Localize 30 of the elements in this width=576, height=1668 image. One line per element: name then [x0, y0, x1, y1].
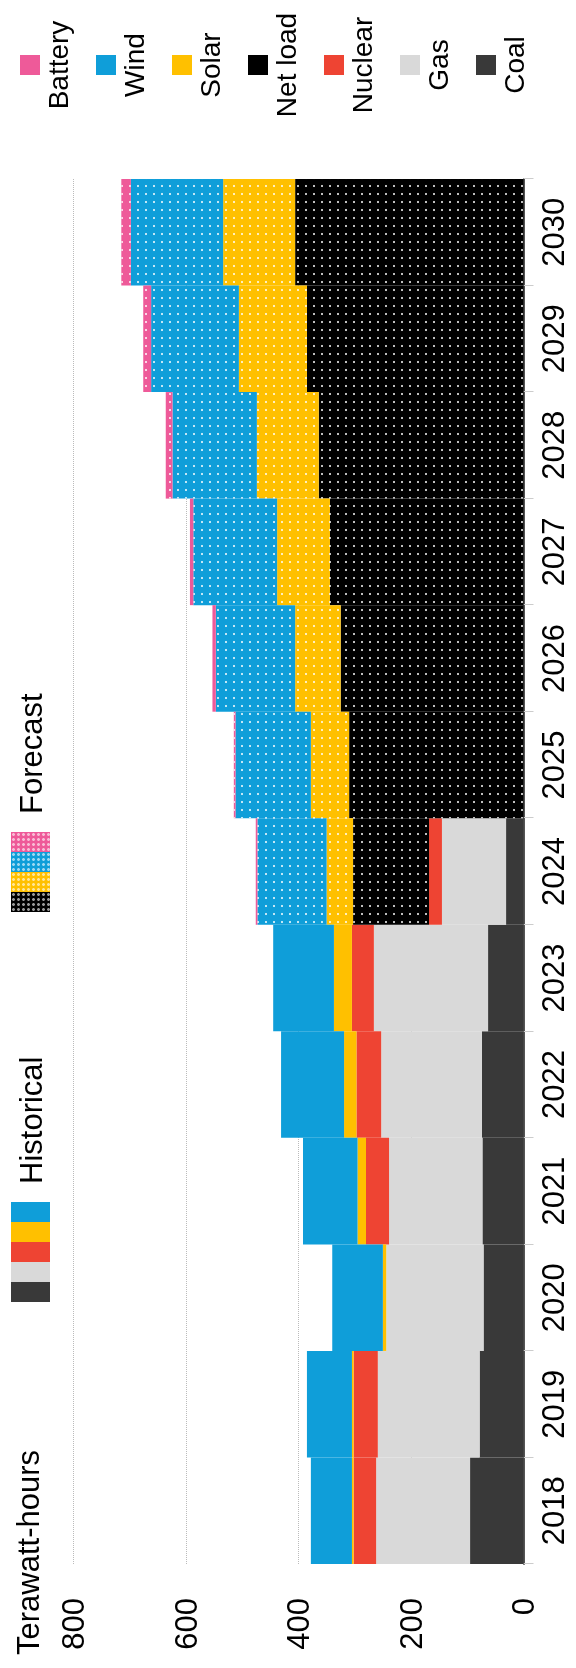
- x-tick-label: 400: [281, 1598, 316, 1650]
- y-tick-label: 2024: [535, 837, 571, 906]
- legend-label: Coal: [499, 36, 531, 94]
- x-tick-label: 800: [56, 1598, 91, 1650]
- text: Terawatt-hours: [11, 1449, 46, 1655]
- legend-label: Nuclear: [347, 16, 379, 114]
- x-tick-label: 600: [168, 1598, 204, 1650]
- bar: [429, 818, 442, 925]
- x-tick-label: 0: [506, 1598, 541, 1616]
- legend-label: Solar: [195, 32, 227, 98]
- y-tick-label: 2018: [535, 1476, 571, 1546]
- legend-label: Gas: [423, 39, 455, 91]
- y-tick-label: 2029: [535, 304, 571, 374]
- y-tick-label: 2022: [535, 1050, 571, 1120]
- y-tick-label: 2027: [535, 517, 571, 587]
- legend-label: Wind: [119, 33, 151, 97]
- y-tick-label: 2030: [535, 197, 571, 267]
- x-tick-label: 200: [393, 1598, 429, 1650]
- text: Forecast: [14, 693, 50, 814]
- y-tick-label: 2021: [535, 1156, 571, 1226]
- text: Historical: [14, 1056, 50, 1184]
- legend-label: Battery: [43, 20, 75, 110]
- y-tick-label: 2028: [535, 410, 571, 480]
- y-tick-label: 2023: [535, 943, 571, 1013]
- y-tick-label: 2020: [535, 1263, 571, 1333]
- bar: [357, 1137, 366, 1245]
- y-tick-label: 2019: [535, 1369, 571, 1439]
- legend-label: Net load: [271, 12, 303, 118]
- y-tick-label: 2026: [535, 623, 571, 693]
- y-tick-label: 2025: [535, 730, 571, 800]
